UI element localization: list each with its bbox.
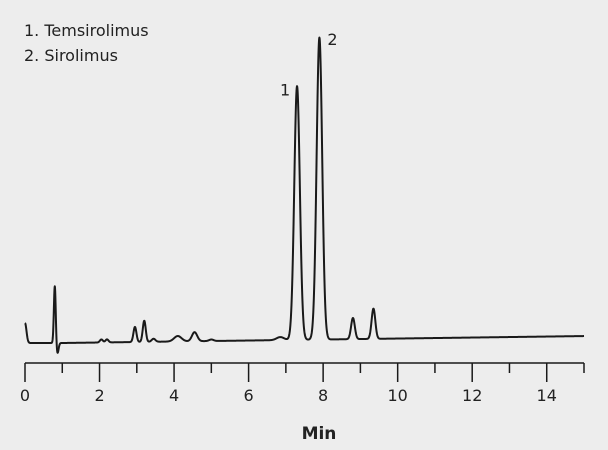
peak-label-1: 1 [280,80,290,99]
legend-entry-2: 2. Sirolimus [24,46,118,65]
x-tick-label: 6 [244,386,254,405]
x-tick-label: 10 [387,386,407,405]
x-tick-label: 4 [169,386,179,405]
chromatogram-trace [24,36,585,354]
x-tick-label: 0 [20,386,30,405]
peak-label-2: 2 [327,30,337,49]
x-axis-label: Min [302,424,337,444]
legend-entry-1: 1. Temsirolimus [24,21,149,40]
x-tick-label: 8 [318,386,328,405]
x-tick-label: 2 [94,386,104,405]
x-tick-label: 14 [537,386,557,405]
x-tick-label: 12 [462,386,482,405]
x-axis: 0 2 4 6 8 10 12 14 [20,362,585,405]
